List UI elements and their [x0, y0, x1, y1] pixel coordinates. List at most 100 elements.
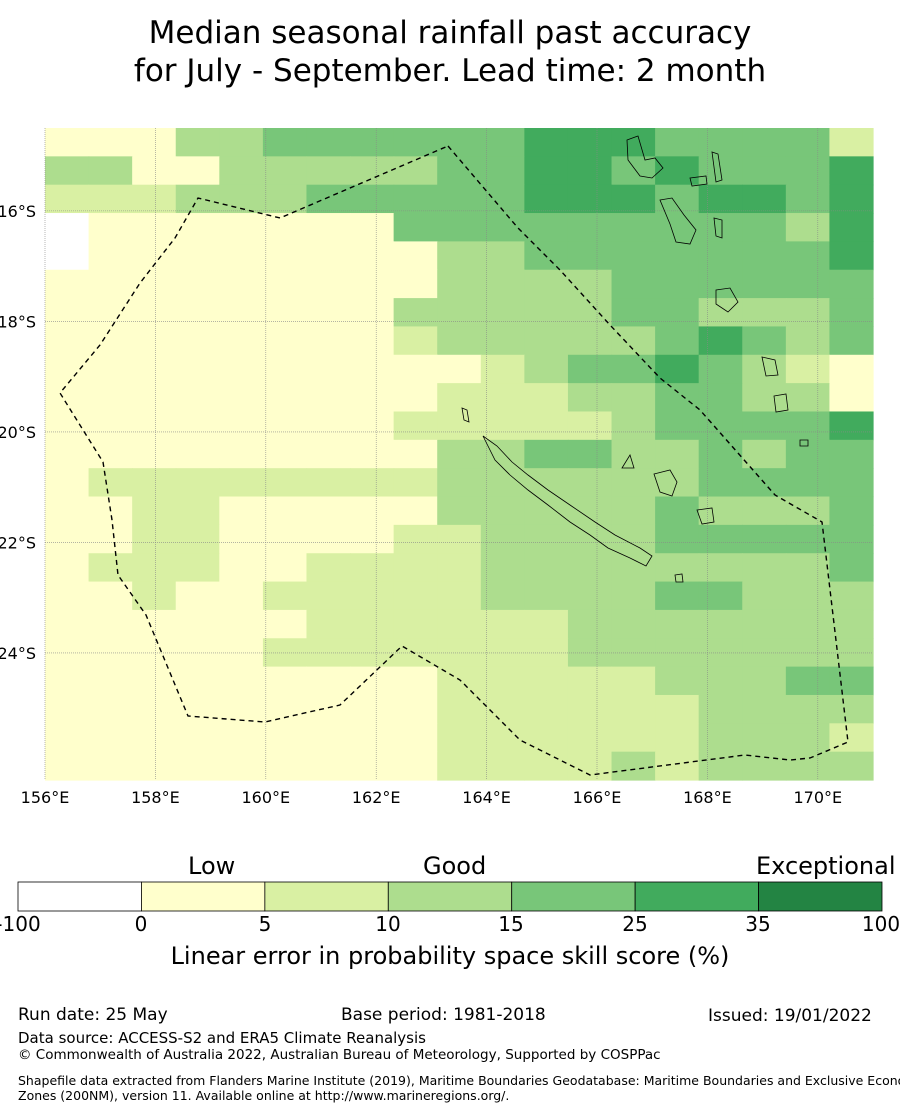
colorbar-segment — [758, 881, 883, 912]
skill-cell — [132, 354, 177, 384]
skill-cell — [437, 241, 482, 271]
skill-cell — [611, 439, 656, 469]
skill-cell — [698, 184, 743, 214]
skill-cell — [393, 496, 438, 526]
skill-cell — [567, 723, 613, 753]
skill-cell — [698, 269, 743, 299]
skill-cell — [698, 411, 743, 441]
skill-cell — [655, 128, 700, 157]
epi-coast — [713, 217, 723, 239]
skill-cell — [88, 439, 133, 469]
skill-cell — [393, 468, 438, 498]
skill-cell — [393, 128, 438, 157]
skill-cell — [829, 241, 874, 271]
skill-cell — [132, 694, 177, 724]
skill-cell — [524, 496, 569, 526]
skill-cell — [611, 609, 656, 639]
skill-cell — [350, 213, 395, 242]
skill-cell — [350, 411, 395, 441]
skill-cell — [698, 354, 743, 384]
skill-cell — [785, 298, 831, 328]
skill-cell — [45, 326, 90, 356]
skill-cell — [524, 213, 569, 242]
skill-cell — [829, 354, 874, 384]
skill-cell — [262, 241, 308, 271]
skill-cell — [742, 581, 787, 611]
skill-cell — [742, 156, 787, 186]
skill-cell — [219, 609, 264, 639]
skill-cell — [175, 213, 220, 242]
skill-cell — [306, 354, 351, 384]
skill-cell — [45, 524, 90, 554]
skill-cell — [132, 269, 177, 299]
skill-cell — [611, 694, 656, 724]
skill-cell — [785, 751, 831, 781]
skill-cell — [567, 326, 613, 356]
skill-cell — [611, 553, 656, 583]
skill-cell — [175, 581, 220, 611]
lon-tick-label: 164°E — [462, 788, 511, 807]
skill-cell — [132, 439, 177, 469]
skill-cell — [88, 326, 133, 356]
skill-cell — [655, 723, 700, 753]
skill-cell — [567, 751, 613, 781]
skill-cell — [567, 354, 613, 384]
skill-cell — [437, 468, 482, 498]
skill-cell — [567, 468, 613, 498]
skill-cell — [524, 468, 569, 498]
skill-cell — [698, 524, 743, 554]
skill-cell — [829, 694, 874, 724]
skill-cell — [219, 553, 264, 583]
skill-cell — [567, 581, 613, 611]
skill-cell — [393, 156, 438, 186]
skill-cell — [132, 581, 177, 611]
skill-cell — [567, 694, 613, 724]
skill-cell — [611, 383, 656, 413]
skill-cell — [437, 298, 482, 328]
category-exceptional: Exceptional — [756, 852, 896, 880]
skill-cell — [698, 609, 743, 639]
skill-cell — [480, 411, 525, 441]
skill-cell — [829, 666, 874, 696]
skill-cell — [262, 156, 308, 186]
skill-cell — [524, 354, 569, 384]
skill-cell — [611, 156, 656, 186]
skill-cell — [132, 156, 177, 186]
cbar-tick-7: 35 — [745, 912, 771, 936]
skill-cell — [175, 241, 220, 271]
category-low: Low — [188, 852, 236, 880]
skill-cell — [785, 241, 831, 271]
skill-cell — [742, 609, 787, 639]
skill-cell — [655, 241, 700, 271]
skill-cell — [262, 439, 308, 469]
skill-cell — [45, 269, 90, 299]
skill-cell — [175, 694, 220, 724]
lon-tick-label: 158°E — [131, 788, 180, 807]
skill-cell — [480, 581, 525, 611]
skill-cell — [829, 326, 874, 356]
skill-cell — [480, 439, 525, 469]
skill-cell — [132, 468, 177, 498]
skill-cell — [88, 269, 133, 299]
skill-cell — [350, 354, 395, 384]
skill-cell — [611, 751, 656, 781]
skill-cell — [175, 751, 220, 781]
skill-cell — [437, 184, 482, 214]
aneityum-coast — [799, 439, 809, 447]
skill-cell — [393, 298, 438, 328]
skill-cell — [262, 213, 308, 242]
skill-cell — [219, 439, 264, 469]
skill-cell — [480, 269, 525, 299]
skill-cell — [219, 723, 264, 753]
skill-cell — [437, 496, 482, 526]
skill-cell — [219, 326, 264, 356]
skill-cell — [611, 468, 656, 498]
skill-cell — [437, 354, 482, 384]
skill-cell — [829, 383, 874, 413]
skill-cell — [132, 184, 177, 214]
skill-cell — [480, 326, 525, 356]
lat-tick-label: 22°S — [0, 533, 36, 552]
skill-cell — [480, 468, 525, 498]
skill-cell — [350, 156, 395, 186]
skill-cell — [219, 241, 264, 271]
